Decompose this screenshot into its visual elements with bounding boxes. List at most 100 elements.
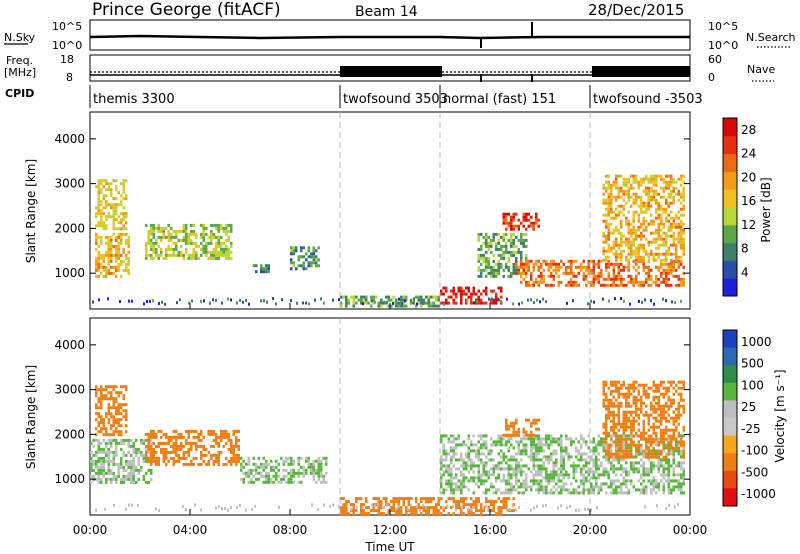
velocity-colorbar-tick: -1000 <box>741 487 776 501</box>
nave-bottom-tick: 0 <box>708 71 715 84</box>
scatter-region <box>95 179 128 231</box>
velocity-colorbar-tick: 100 <box>741 378 764 392</box>
colorbar-swatch <box>723 418 737 437</box>
power-colorbar-tick: 28 <box>741 123 756 137</box>
colorbar-swatch <box>723 207 737 226</box>
nsearch-bottom-tick: 10^0 <box>708 39 738 52</box>
x-tick-label: 20:00 <box>573 523 608 537</box>
x-tick-label: 00:00 <box>673 523 708 537</box>
power-colorbar-tick: 24 <box>741 147 756 161</box>
scatter-region <box>502 212 540 231</box>
scatter-region <box>240 456 328 484</box>
nsky-bottom-tick: 10^0 <box>52 39 82 52</box>
x-tick-label: 04:00 <box>173 523 208 537</box>
velocity-colorbar-tick: 500 <box>741 357 764 371</box>
colorbar-swatch <box>723 171 737 190</box>
scatter-region <box>290 246 320 271</box>
scatter-region <box>252 264 270 274</box>
power-colorbar-tick: 8 <box>741 242 749 256</box>
scatter-region <box>477 232 528 278</box>
scatter-region <box>515 259 685 287</box>
power-colorbar: 4 8 12 16 20 24 28 <box>722 117 756 297</box>
y-tick-label: 4000 <box>54 338 85 352</box>
colorbar-swatch <box>723 488 737 507</box>
date-title: 28/Dec/2015 <box>588 1 684 19</box>
scatter-region <box>502 418 540 437</box>
freq-label-line1: Freq. <box>6 54 33 67</box>
colorbar-swatch <box>723 118 737 137</box>
scatter-region <box>145 223 233 260</box>
cpid-segment-label: normal (fast) 151 <box>443 92 556 107</box>
colorbar-swatch <box>723 400 737 419</box>
scatter-region <box>340 295 440 308</box>
scatter-region <box>145 429 240 466</box>
near-range-scatter <box>95 503 679 512</box>
nsearch-top-tick: 10^5 <box>708 20 738 33</box>
near-range-scatter <box>92 297 682 306</box>
power-colorbar-tick: 4 <box>741 265 749 279</box>
power-panel: 1000 2000 3000 4000 Slant Range [km] <box>24 111 691 310</box>
colorbar-swatch <box>723 453 737 472</box>
colorbar-swatch <box>723 242 737 261</box>
velocity-colorbar-tick: -100 <box>741 444 768 458</box>
scatter-region <box>340 497 515 516</box>
nsky-label: N.Sky <box>4 31 36 44</box>
velocity-colorbar-tick: -500 <box>741 465 768 479</box>
velocity-colorbar-tick: 1000 <box>741 335 772 349</box>
scatter-region <box>602 380 685 459</box>
y-tick-label: 2000 <box>54 427 85 441</box>
colorbar-swatch <box>723 365 737 384</box>
x-tick-label: 00:00 <box>73 523 108 537</box>
freq-label-line2: [MHz] <box>4 66 36 79</box>
x-tick-label: 16:00 <box>473 523 508 537</box>
time-axis: 00:00 04:00 08:00 12:00 16:00 20:00 00:00 <box>73 303 708 537</box>
colorbar-swatch <box>723 382 737 401</box>
scatter-region <box>95 232 130 278</box>
nave-top-tick: 60 <box>708 53 722 66</box>
cpid-segment-label: twofsound -3503 <box>593 92 703 107</box>
beam-title: Beam 14 <box>355 4 418 20</box>
colorbar-swatch <box>723 470 737 489</box>
power-colorbar-tick: 12 <box>741 218 756 232</box>
x-tick-label: 12:00 <box>373 523 408 537</box>
nave-block-twofsound-2 <box>592 66 690 77</box>
velocity-ylabel: Slant Range [km] <box>24 365 38 469</box>
colorbar-swatch <box>723 224 737 244</box>
cpid-segment-label: themis 3300 <box>93 92 175 107</box>
scatter-region <box>440 286 503 305</box>
colorbar-swatch <box>723 347 737 366</box>
y-tick-label: 1000 <box>54 266 85 280</box>
freq-top-tick: 18 <box>60 53 74 66</box>
velocity-colorbar-tick: 25 <box>741 400 756 414</box>
freq-bottom-tick: 8 <box>66 71 73 84</box>
colorbar-swatch <box>723 260 737 279</box>
colorbar-swatch <box>723 435 737 454</box>
velocity-colorbar-tick: -25 <box>741 422 761 436</box>
nsky-trace <box>89 34 690 40</box>
power-colorbar-tick: 20 <box>741 170 756 184</box>
power-colorbar-label: Power [dB] <box>759 177 773 242</box>
scatter-region <box>602 174 685 262</box>
velocity-panel: 1000 2000 3000 4000 Slant Range [km] <box>24 317 691 516</box>
y-tick-label: 3000 <box>54 383 85 397</box>
freq-strip: Freq. [MHz] 18 8 60 0 Nave <box>4 53 775 84</box>
scatter-region <box>95 385 128 437</box>
nsky-top-tick: 10^5 <box>52 20 82 33</box>
nave-block-twofsound <box>340 66 442 77</box>
colorbar-swatch <box>723 153 737 172</box>
cpid-segment-label: twofsound 3503 <box>343 92 448 107</box>
cpid-label: CPID <box>5 87 34 100</box>
colorbar-swatch <box>723 189 737 208</box>
power-colorbar-tick: 16 <box>741 194 756 208</box>
x-tick-label: 08:00 <box>273 523 308 537</box>
y-tick-label: 4000 <box>54 132 85 146</box>
power-ylabel: Slant Range [km] <box>24 159 38 263</box>
scatter-region <box>90 438 153 484</box>
velocity-colorbar: 1000 500 100 25 -25 -100 -500 -1000 <box>722 329 776 507</box>
nave-label: Nave <box>747 63 775 76</box>
colorbar-swatch <box>723 278 737 297</box>
nsky-strip: N.Sky 10^5 10^0 10^5 10^0 N.Search <box>4 19 796 52</box>
nsearch-label: N.Search <box>746 31 796 44</box>
